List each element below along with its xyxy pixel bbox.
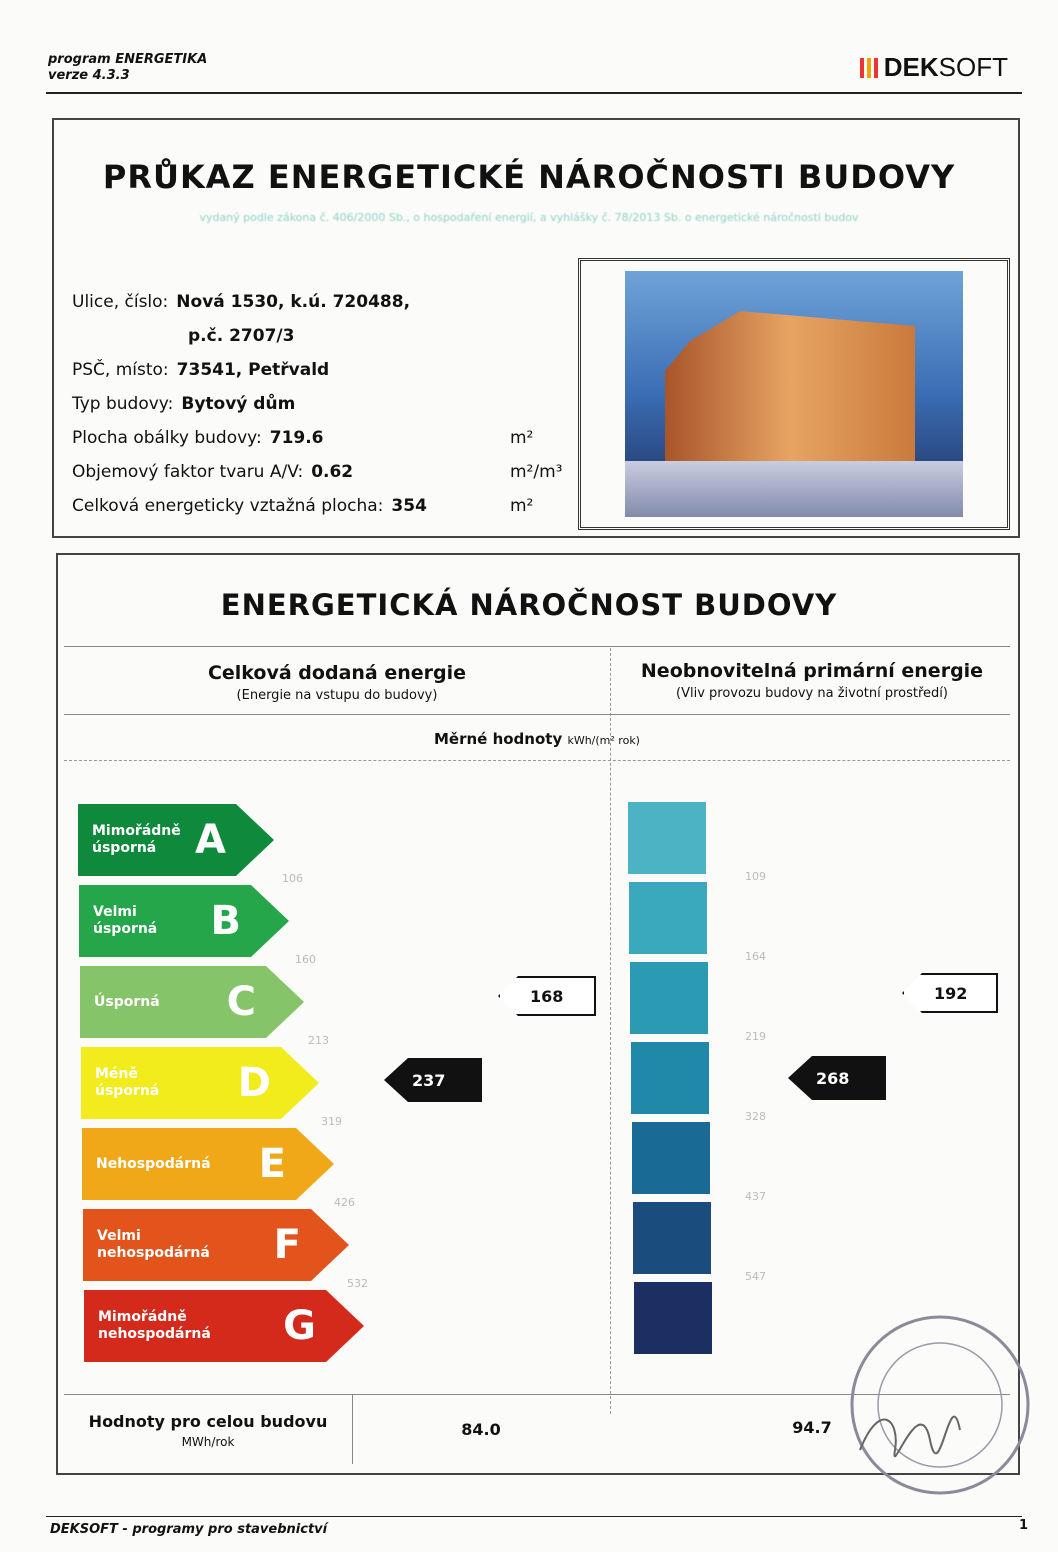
program-version: verze 4.3.3 (48, 68, 130, 83)
col1-sub: (Energie na vstupu do budovy) (236, 688, 438, 703)
primary-class-threshold: 437 (745, 1190, 766, 1203)
footer-text: DEKSOFT - programy pro stavebnictví (50, 1522, 328, 1537)
area-label: Plocha obálky budovy: (72, 428, 262, 448)
class-label: Mimořádně úsporná (92, 823, 181, 856)
building-photo (578, 258, 1010, 530)
certificate-title: PRŮKAZ ENERGETICKÉ NÁROČNOSTI BUDOVY (102, 158, 956, 196)
class-label: Úsporná (94, 993, 160, 1010)
primary-class-threshold: 219 (745, 1030, 766, 1043)
specific-unit: kWh/(m² rok) (567, 734, 640, 747)
primary-class-bar (633, 1202, 711, 1274)
footer-divider (46, 1516, 1022, 1517)
class-letter: C (226, 978, 256, 1025)
delivered-class-threshold: 213 (308, 1034, 329, 1047)
class-label: Velmi nehospodárná (97, 1228, 210, 1261)
primary-energy-header: Neobnovitelná primární energie (Vliv prov… (612, 660, 1012, 701)
class-label: Méně úsporná (95, 1066, 160, 1099)
logo-bars-icon (859, 57, 878, 78)
energy-class-B: Velmi úsporná B (79, 885, 289, 957)
energy-class-F: Velmi nehospodárná F (83, 1209, 349, 1281)
factor-label: Objemový faktor tvaru A/V: (72, 462, 304, 482)
total-unit: MWh/rok (181, 1435, 235, 1449)
class-label: Velmi úsporná (93, 904, 158, 937)
performance-title: ENERGETICKÁ NÁROČNOST BUDOVY (220, 588, 838, 622)
header-divider (46, 92, 1022, 94)
area-unit: m² (510, 428, 534, 448)
class-letter: E (258, 1140, 286, 1187)
street-value: Nová 1530, k.ú. 720488, (176, 292, 411, 312)
energy-class-D: Méně úsporná D (81, 1047, 319, 1119)
delivered-class-value: 168 (530, 986, 564, 1006)
delivered-class-threshold: 160 (295, 953, 316, 966)
delivered-class-threshold: 532 (347, 1277, 368, 1290)
psc-label: PSČ, místo: (72, 360, 169, 380)
delivered-class-threshold: 106 (282, 872, 303, 885)
logo-light: SOFT (938, 52, 1008, 82)
primary-value-marker: 268 (788, 1056, 886, 1100)
specific-label: Měrné hodnoty (434, 730, 563, 748)
class-letter: D (237, 1059, 271, 1106)
delivered-class-threshold: 426 (334, 1196, 355, 1209)
program-name: program ENERGETIKA (48, 52, 208, 67)
delivered-value-marker: 237 (384, 1058, 482, 1102)
area-value: 719.6 (269, 428, 324, 448)
delivered-value: 237 (412, 1070, 446, 1090)
total-primary-value: 94.7 (792, 1418, 832, 1437)
primary-class-bar (629, 882, 707, 954)
primary-class-threshold: 164 (745, 950, 766, 963)
primary-class-marker: 192 (902, 973, 998, 1013)
delivered-energy-header: Celková dodaná energie (Energie na vstupu… (64, 662, 610, 703)
col1-title: Celková dodaná energie (207, 662, 467, 684)
primary-class-value: 192 (934, 983, 968, 1003)
energy-class-C: Úsporná C (80, 966, 304, 1038)
ref-area-value: 354 (391, 496, 427, 516)
performance-box (56, 553, 1020, 1475)
class-letter: G (283, 1302, 316, 1349)
class-letter: F (273, 1221, 301, 1268)
energy-class-E: Nehospodárná E (82, 1128, 334, 1200)
class-letter: B (210, 897, 241, 944)
delivered-class-marker: 168 (498, 976, 596, 1016)
psc-value: 73541, Petřvald (176, 360, 330, 380)
primary-class-bar (632, 1122, 710, 1194)
factor-unit: m²/m³ (510, 462, 563, 482)
class-label: Nehospodárná (96, 1155, 211, 1172)
building-info: Ulice, číslo: Nová 1530, k.ú. 720488, p.č… (72, 285, 562, 523)
certificate-box (52, 118, 1020, 538)
energy-class-A: Mimořádně úsporná A (78, 804, 274, 876)
logo-bold: DEK (883, 52, 939, 82)
program-info: program ENERGETIKA verze 4.3.3 (48, 52, 207, 84)
primary-class-threshold: 109 (745, 870, 766, 883)
primary-class-bar (628, 802, 706, 874)
col2-title: Neobnovitelná primární energie (640, 660, 984, 682)
class-letter: A (195, 816, 226, 863)
primary-value: 268 (816, 1068, 850, 1088)
type-label: Typ budovy: (72, 394, 174, 414)
total-delivered-value: 84.0 (461, 1420, 501, 1439)
street-label: Ulice, číslo: (72, 292, 169, 312)
signature-stamp (850, 1315, 1030, 1495)
certificate-subtitle: vydaný podle zákona č. 406/2000 Sb., o h… (199, 211, 859, 224)
ref-area-label: Celková energeticky vztažná plocha: (72, 496, 384, 516)
col2-sub: (Vliv provozu budovy na životní prostřed… (676, 686, 948, 701)
parcel-value: p.č. 2707/3 (188, 326, 295, 346)
primary-class-threshold: 328 (745, 1110, 766, 1123)
total-values-label: Hodnoty pro celou budovu MWh/rok (64, 1412, 352, 1449)
dekSoft-logo: DEKSOFT (859, 52, 1008, 83)
page-number: 1 (1018, 1518, 1028, 1533)
energy-class-G: Mimořádně nehospodárná G (84, 1290, 364, 1362)
specific-values-label: Měrné hodnoty kWh/(m² rok) (64, 730, 1010, 748)
primary-class-threshold: 547 (745, 1270, 766, 1283)
class-label: Mimořádně nehospodárná (98, 1309, 211, 1342)
ref-area-unit: m² (510, 496, 534, 516)
primary-class-bar (630, 962, 708, 1034)
type-value: Bytový dům (181, 394, 296, 414)
factor-value: 0.62 (311, 462, 354, 482)
delivered-class-threshold: 319 (321, 1115, 342, 1128)
primary-class-bar (634, 1282, 712, 1354)
total-label: Hodnoty pro celou budovu (88, 1412, 328, 1431)
primary-class-bar (631, 1042, 709, 1114)
